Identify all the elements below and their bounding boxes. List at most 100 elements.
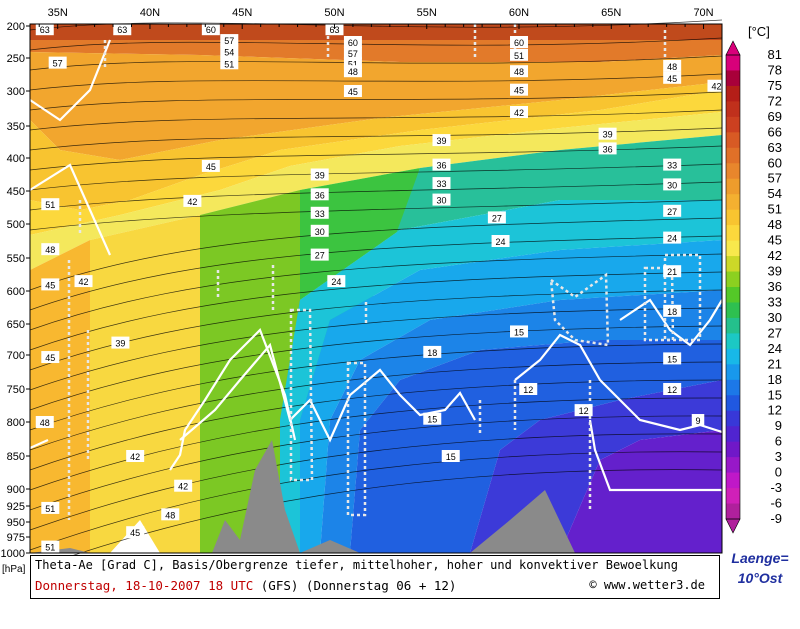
contour-label-bg-44 bbox=[74, 275, 93, 288]
contour-label-bg-6 bbox=[325, 23, 344, 36]
contour-label-bg-2 bbox=[201, 23, 220, 36]
contour-label-bg-39 bbox=[487, 211, 506, 224]
contour-label-bg-7 bbox=[343, 36, 362, 48]
contour-label-bg-19 bbox=[663, 71, 682, 84]
contour-label: 48 bbox=[667, 62, 677, 72]
contour-line-13 bbox=[29, 253, 723, 331]
contour-label: 36 bbox=[603, 144, 613, 154]
colorbar-tick-label: 15 bbox=[768, 387, 782, 402]
colorbar-tick-label: -9 bbox=[770, 511, 782, 526]
contour-label: 45 bbox=[348, 87, 358, 97]
contour-line-24 bbox=[29, 451, 723, 551]
contour-label: 54 bbox=[224, 48, 234, 58]
contour-label-bg-46 bbox=[111, 336, 130, 349]
contour-label-bg-27 bbox=[663, 158, 682, 171]
cloud-boundary-3 bbox=[169, 328, 297, 471]
contour-label: 42 bbox=[130, 452, 140, 462]
colorbar-tick-label: 33 bbox=[768, 294, 782, 309]
contour-label: 51 bbox=[45, 200, 55, 210]
contour-label: 12 bbox=[667, 385, 677, 395]
colorbar-tick-label: 75 bbox=[768, 78, 782, 93]
shading-band-7 bbox=[90, 215, 200, 553]
contour-label: 39 bbox=[115, 339, 125, 349]
colorbar-unit: [°C] bbox=[748, 24, 770, 39]
caption-date-line: Donnerstag, 18-10-2007 18 UTC (GFS) (Don… bbox=[35, 578, 456, 593]
contour-line-22 bbox=[29, 415, 723, 511]
terrain-1 bbox=[470, 490, 575, 553]
contour-label: 42 bbox=[711, 82, 721, 92]
contour-label: 51 bbox=[514, 51, 524, 61]
terrain-3 bbox=[300, 540, 360, 553]
longitude-label-line1: Laenge= bbox=[731, 550, 789, 566]
cloud-dotted-14 bbox=[663, 253, 702, 342]
contour-label: 33 bbox=[667, 161, 677, 171]
colorbar-segment bbox=[726, 178, 740, 195]
colorbar-tick-label: 78 bbox=[768, 62, 782, 77]
colorbar-segment bbox=[726, 441, 740, 458]
contour-label: 48 bbox=[40, 418, 50, 428]
contour-label-bg-12 bbox=[48, 56, 67, 69]
contour-label: 33 bbox=[437, 179, 447, 189]
contour-label-bg-14 bbox=[510, 48, 529, 61]
contour-label-bg-64 bbox=[441, 450, 460, 462]
colorbar-tick-label: 60 bbox=[768, 155, 782, 170]
contour-label: 27 bbox=[315, 251, 325, 261]
colorbar-segment bbox=[726, 70, 740, 87]
contour-label: 39 bbox=[315, 171, 325, 181]
contour-label: 24 bbox=[331, 277, 341, 287]
shading-band-9 bbox=[280, 168, 420, 553]
contour-label-bg-52 bbox=[161, 508, 180, 521]
shading-band-16 bbox=[560, 430, 722, 553]
y-tick-label: 750 bbox=[7, 384, 25, 396]
contour-label: 63 bbox=[117, 25, 127, 35]
contour-label: 45 bbox=[206, 162, 216, 172]
caption-model: (GFS) (Donnerstag 06 + 12) bbox=[260, 578, 457, 593]
contour-line-16 bbox=[29, 307, 723, 391]
cloud-dotted-12 bbox=[549, 272, 610, 347]
caption-title: Theta-Ae [Grad C], Basis/Obergrenze tief… bbox=[35, 558, 678, 572]
contour-label: 30 bbox=[315, 227, 325, 237]
contour-label: 39 bbox=[603, 130, 613, 140]
contour-label: 18 bbox=[667, 307, 677, 317]
shading-band-2 bbox=[30, 52, 722, 160]
contour-label-bg-38 bbox=[327, 275, 346, 288]
contour-label-bg-21 bbox=[432, 134, 451, 147]
y-tick-label: 700 bbox=[7, 350, 25, 362]
colorbar-tick-label: 54 bbox=[768, 186, 782, 201]
colorbar-segment bbox=[726, 240, 740, 257]
contour-label-bg-16 bbox=[510, 83, 529, 96]
shading-band-1 bbox=[30, 40, 722, 62]
colorbar-segment bbox=[726, 395, 740, 412]
cloud-boundary-0 bbox=[29, 39, 112, 122]
caption-box: Theta-Ae [Grad C], Basis/Obergrenze tief… bbox=[30, 555, 720, 599]
colorbar-segment bbox=[726, 488, 740, 505]
colorbar-tick-label: 27 bbox=[768, 325, 782, 340]
contour-line-7 bbox=[29, 145, 723, 171]
contour-label: 42 bbox=[79, 277, 89, 287]
colorbar-segment bbox=[726, 271, 740, 288]
colorbar-tick-label: 81 bbox=[768, 47, 782, 62]
contour-line-3 bbox=[29, 73, 723, 91]
contour-label: 15 bbox=[446, 452, 456, 462]
contour-label-bg-47 bbox=[35, 416, 54, 428]
colorbar-segment bbox=[726, 163, 740, 180]
contour-line-17 bbox=[29, 325, 723, 411]
contour-label: 15 bbox=[667, 354, 677, 364]
contour-label-bg-56 bbox=[663, 352, 682, 365]
contour-label-bg-0 bbox=[35, 23, 54, 36]
cloud-dotted-13 bbox=[643, 266, 675, 342]
contour-label-bg-23 bbox=[432, 177, 451, 190]
contour-label: 60 bbox=[514, 38, 524, 48]
shading-band-14 bbox=[350, 340, 722, 553]
cloud-dotted-10 bbox=[289, 308, 314, 482]
colorbar-tick-label: 66 bbox=[768, 124, 782, 139]
contour-label-bg-49 bbox=[174, 479, 193, 492]
contour-label-bg-37 bbox=[310, 248, 329, 261]
longitude-label-line2: 10°Ost bbox=[737, 570, 783, 586]
colorbar-tick-label: 18 bbox=[768, 372, 782, 387]
y-unit-label: [hPa] bbox=[2, 564, 26, 575]
contour-line-20 bbox=[29, 379, 723, 471]
contour-label: 42 bbox=[514, 108, 524, 118]
contour-label: 27 bbox=[492, 213, 502, 223]
contour-label-bg-43 bbox=[41, 278, 60, 291]
